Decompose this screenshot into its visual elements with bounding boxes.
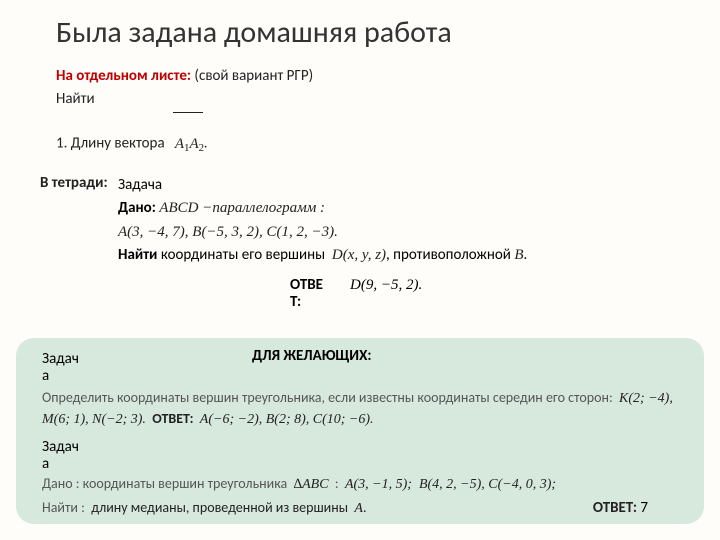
task2-answer: 7 [640, 499, 648, 517]
task2-find: длину медианы, проведенной из вершины A. [91, 499, 366, 516]
sheet-find: Найти [56, 88, 720, 111]
sheet-label: На отдельном листе: [56, 67, 191, 85]
vector-bar [173, 112, 203, 113]
page-title: Была задана домашняя работа [0, 0, 720, 51]
task2-find-row: Найти : длину медианы, проведенной из ве… [42, 495, 678, 517]
given-body: ABCD −параллелограмм : [159, 200, 325, 216]
given-label: Дано: [118, 199, 156, 217]
find-body: координаты его вершины D(x, y, z), проти… [161, 246, 527, 264]
sheet-section: На отдельном листе: (свой вариант РГР) Н… [0, 51, 720, 156]
vector-symbol: A1A2 [175, 133, 204, 157]
notebook-answer: ОТВЕ Т: D(9, −5, 2). [0, 267, 720, 312]
task1-answer: A(−6; −2), B(2; 8), C(10; −6). [200, 412, 374, 427]
task1-desc: Определить координаты вершин треугольник… [42, 384, 678, 429]
notebook-label: В тетради: [40, 174, 118, 267]
item1-prefix: 1. Длину вектора [56, 135, 165, 153]
optional-section: ДЛЯ ЖЕЛАЮЩИХ: Задач а Определить координ… [16, 338, 704, 524]
task1-text: Определить координаты вершин треугольник… [42, 389, 613, 406]
answer-value: D(9, −5, 2). [340, 277, 422, 312]
notebook-body: Задача Дано: ABCD −параллелограмм : A(3,… [118, 174, 720, 267]
sheet-note: (свой вариант РГР) [194, 67, 313, 85]
task2-answer-label: ОТВЕТ: [593, 499, 637, 517]
task1-answer-label: ОТВЕТ: [152, 410, 193, 427]
item1-dot: . [204, 136, 208, 152]
task2-answer-block: ОТВЕТ: 7 [593, 499, 678, 517]
given-points: A(3, −4, 7), B(−5, 3, 2), C(1, 2, −3). [118, 221, 720, 244]
find-label: Найти [118, 246, 157, 264]
notebook-section: В тетради: Задача Дано: ABCD −параллелог… [0, 156, 720, 267]
task2-find-label: Найти : [42, 499, 85, 516]
sheet-item1: 1. Длину вектора A1A2 . [56, 110, 720, 156]
notebook-task: Задача [118, 174, 720, 197]
answer-label: ОТВЕ Т: [290, 277, 340, 312]
task2-given: Дано : координаты вершин треугольника ∆A… [42, 472, 678, 495]
task2-label: Задач а [42, 439, 678, 472]
